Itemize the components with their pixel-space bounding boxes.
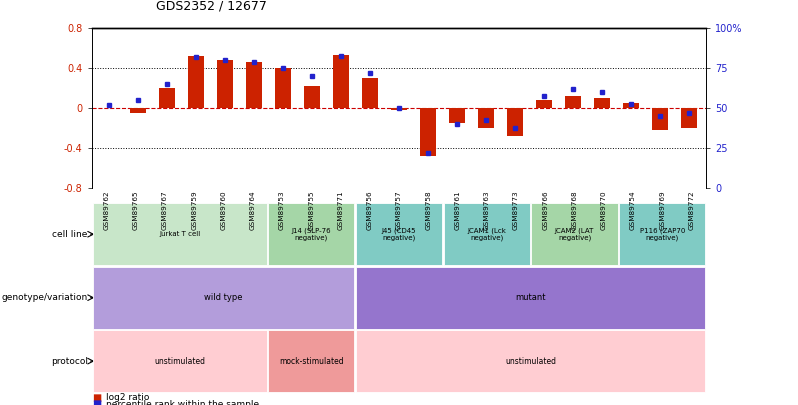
Text: log2 ratio: log2 ratio <box>106 393 149 402</box>
Text: GSM89772: GSM89772 <box>689 190 694 230</box>
Text: percentile rank within the sample: percentile rank within the sample <box>106 400 259 405</box>
Bar <box>449 108 465 124</box>
Text: J14 (SLP-76
negative): J14 (SLP-76 negative) <box>291 227 331 241</box>
Bar <box>333 55 349 108</box>
Bar <box>246 62 262 108</box>
Text: GSM89768: GSM89768 <box>571 190 578 230</box>
Bar <box>391 108 407 110</box>
Text: GSM89773: GSM89773 <box>513 190 519 230</box>
Bar <box>478 108 494 128</box>
Bar <box>304 86 320 108</box>
Text: cell line: cell line <box>53 230 88 239</box>
Bar <box>565 96 581 108</box>
Text: protocol: protocol <box>51 357 88 366</box>
Bar <box>623 103 639 108</box>
Bar <box>362 78 378 108</box>
Bar <box>130 108 146 113</box>
Bar <box>681 108 697 128</box>
Text: GSM89767: GSM89767 <box>162 190 168 230</box>
Text: wild type: wild type <box>204 293 243 302</box>
Text: GSM89757: GSM89757 <box>396 190 402 230</box>
Bar <box>159 88 175 108</box>
Text: JCAM1 (Lck
negative): JCAM1 (Lck negative) <box>468 227 506 241</box>
Text: GSM89754: GSM89754 <box>630 190 636 230</box>
Text: P116 (ZAP70
negative): P116 (ZAP70 negative) <box>640 227 685 241</box>
Bar <box>275 68 291 108</box>
Text: GSM89758: GSM89758 <box>425 190 431 230</box>
Text: GSM89759: GSM89759 <box>192 190 197 230</box>
Text: GSM89762: GSM89762 <box>104 190 109 230</box>
Text: GSM89770: GSM89770 <box>601 190 606 230</box>
Bar <box>420 108 436 156</box>
Text: GDS2352 / 12677: GDS2352 / 12677 <box>156 0 267 12</box>
Text: genotype/variation: genotype/variation <box>2 293 88 302</box>
Text: Jurkat T cell: Jurkat T cell <box>159 231 200 237</box>
Text: mutant: mutant <box>516 293 546 302</box>
Text: GSM89755: GSM89755 <box>308 190 314 230</box>
Bar <box>536 100 552 108</box>
Text: GSM89753: GSM89753 <box>279 190 285 230</box>
Text: GSM89771: GSM89771 <box>338 190 343 230</box>
Bar <box>507 108 523 136</box>
Text: GSM89766: GSM89766 <box>543 190 548 230</box>
Bar <box>217 60 233 108</box>
Text: mock-stimulated: mock-stimulated <box>279 357 343 366</box>
Text: GSM89756: GSM89756 <box>367 190 373 230</box>
Text: GSM89760: GSM89760 <box>220 190 227 230</box>
Text: GSM89761: GSM89761 <box>455 190 460 230</box>
Bar <box>188 56 204 108</box>
Text: GSM89764: GSM89764 <box>250 190 255 230</box>
Text: ■: ■ <box>92 399 101 405</box>
Bar <box>652 108 668 130</box>
Text: GSM89765: GSM89765 <box>132 190 139 230</box>
Text: GSM89769: GSM89769 <box>659 190 666 230</box>
Text: ■: ■ <box>92 393 101 403</box>
Text: J45 (CD45
negative): J45 (CD45 negative) <box>381 227 417 241</box>
Text: GSM89763: GSM89763 <box>484 190 490 230</box>
Bar <box>594 98 610 108</box>
Text: unstimulated: unstimulated <box>154 357 205 366</box>
Text: JCAM2 (LAT
negative): JCAM2 (LAT negative) <box>555 227 595 241</box>
Text: unstimulated: unstimulated <box>505 357 556 366</box>
